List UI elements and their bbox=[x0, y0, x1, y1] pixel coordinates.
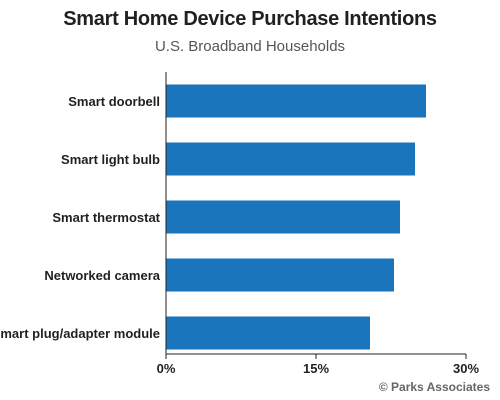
bar-1 bbox=[166, 142, 415, 176]
bars-layer bbox=[166, 84, 426, 350]
x-tick-label: 30% bbox=[453, 361, 479, 376]
category-label: Smart plug/adapter module bbox=[0, 326, 160, 341]
chart-subtitle: U.S. Broadband Households bbox=[154, 38, 346, 55]
chart-title: Smart Home Device Purchase Intentions bbox=[63, 8, 437, 30]
x-axis-ticks: 0% 15% 30% bbox=[157, 354, 479, 376]
category-label: Smart doorbell bbox=[68, 94, 160, 109]
category-label: Smart light bulb bbox=[61, 152, 160, 167]
category-label: Networked camera bbox=[44, 268, 160, 283]
bar-0 bbox=[166, 84, 426, 118]
bar-3 bbox=[166, 258, 394, 292]
source-note: © Parks Associates bbox=[378, 380, 490, 394]
bar-2 bbox=[166, 200, 400, 234]
x-tick-label: 0% bbox=[157, 361, 176, 376]
category-labels: Smart doorbell Smart light bulb Smart ther… bbox=[0, 94, 161, 341]
x-tick-label: 15% bbox=[303, 361, 329, 376]
bar-4 bbox=[166, 316, 370, 350]
category-label: Smart thermostat bbox=[52, 210, 160, 225]
